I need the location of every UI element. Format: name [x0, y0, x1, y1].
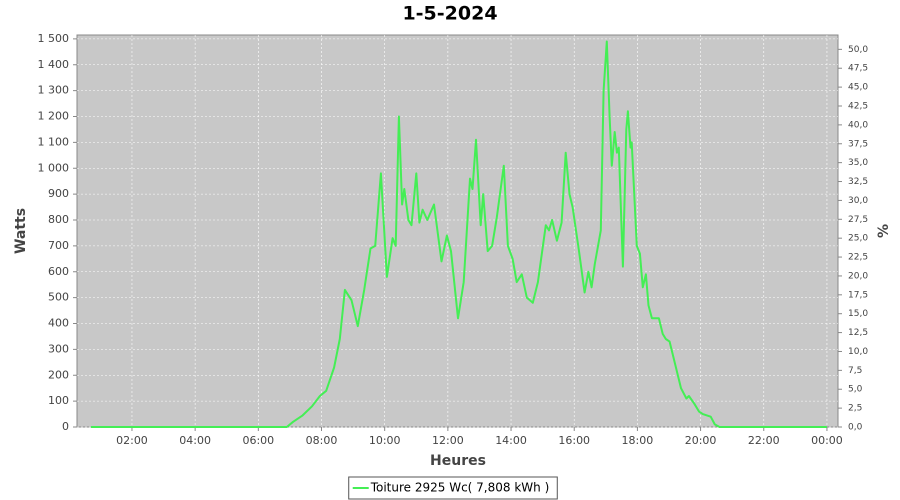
y2-tick-label: 37,5	[848, 139, 868, 149]
x-tick-label: 12:00	[432, 434, 464, 447]
y2-tick-label: 35,0	[848, 158, 868, 168]
y2-tick-label: 2,5	[848, 404, 862, 414]
y-tick-label: 100	[48, 394, 69, 407]
y2-tick-label: 17,5	[848, 290, 868, 300]
y-tick-label: 1 400	[38, 58, 70, 71]
y-tick-label: 500	[48, 291, 69, 304]
y2-tick-label: 47,5	[848, 64, 868, 74]
x-tick-label: 04:00	[179, 434, 211, 447]
y-axis-title: Watts	[13, 208, 29, 254]
x-tick-label: 22:00	[748, 434, 780, 447]
legend-box	[348, 476, 558, 500]
y2-tick-label: 45,0	[848, 83, 868, 93]
y-tick-label: 1 000	[38, 161, 70, 174]
y2-tick-label: 40,0	[848, 120, 868, 130]
x-axis-title: Heures	[430, 453, 486, 469]
y2-tick-label: 50,0	[848, 45, 868, 55]
y-tick-label: 900	[48, 187, 69, 200]
y2-tick-label: 22,5	[848, 253, 868, 263]
x-tick-label: 00:00	[811, 434, 843, 447]
y-tick-label: 1 300	[38, 84, 70, 97]
y2-tick-label: 0,0	[848, 423, 863, 433]
y2-tick-label: 25,0	[848, 234, 868, 244]
y2-tick-label: 10,0	[848, 347, 868, 357]
y-tick-label: 600	[48, 265, 69, 278]
y2-tick-label: 12,5	[848, 328, 868, 338]
chart-title: 1-5-2024	[402, 3, 497, 25]
y-tick-label: 1 100	[38, 135, 70, 148]
y2-tick-label: 27,5	[848, 215, 868, 225]
y-tick-label: 200	[48, 368, 69, 381]
x-tick-label: 08:00	[306, 434, 338, 447]
y2-tick-label: 32,5	[848, 177, 868, 187]
y2-tick-label: 7,5	[848, 366, 862, 376]
x-tick-label: 14:00	[495, 434, 527, 447]
series-line	[90, 40, 827, 428]
legend-text: Toiture 2925 Wc( 7,808 kWh )	[370, 481, 550, 495]
x-tick-label: 06:00	[242, 434, 274, 447]
y-tick-label: 0	[62, 420, 69, 433]
x-tick-label: 02:00	[116, 434, 148, 447]
y2-axis-title: %	[876, 224, 892, 238]
y2-tick-label: 15,0	[848, 309, 868, 319]
y-tick-label: 700	[48, 239, 69, 252]
x-tick-label: 16:00	[558, 434, 590, 447]
y-tick-label: 400	[48, 317, 69, 330]
y-tick-label: 1 500	[38, 32, 70, 45]
plot-background	[76, 34, 839, 428]
y2-tick-label: 5,0	[848, 385, 863, 395]
x-tick-label: 18:00	[622, 434, 654, 447]
y-tick-label: 800	[48, 213, 69, 226]
y2-tick-label: 20,0	[848, 271, 868, 281]
y2-tick-label: 30,0	[848, 196, 868, 206]
y2-tick-label: 42,5	[848, 101, 868, 111]
y-tick-label: 300	[48, 342, 69, 355]
x-tick-label: 10:00	[369, 434, 401, 447]
y-tick-label: 1 200	[38, 110, 70, 123]
x-tick-label: 20:00	[685, 434, 717, 447]
